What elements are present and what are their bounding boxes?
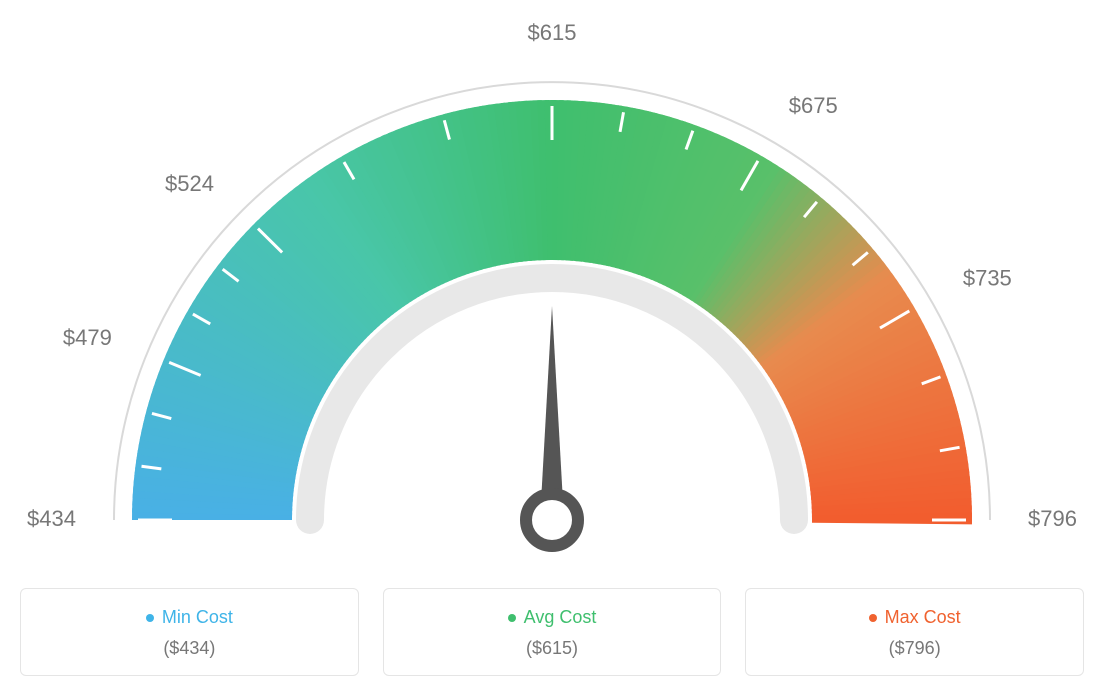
legend-title: Max Cost [869, 607, 961, 628]
tick-label: $615 [528, 20, 577, 45]
legend-value: ($615) [394, 638, 711, 659]
legend-title: Avg Cost [508, 607, 597, 628]
legend-card-min: Min Cost ($434) [20, 588, 359, 676]
tick-label: $796 [1028, 506, 1077, 531]
tick-label: $675 [789, 93, 838, 118]
legend-card-max: Max Cost ($796) [745, 588, 1084, 676]
tick-label: $434 [27, 506, 76, 531]
tick-label: $735 [963, 266, 1012, 291]
legend-value: ($434) [31, 638, 348, 659]
legend-title: Min Cost [146, 607, 233, 628]
needle [540, 306, 564, 520]
tick-label: $479 [63, 325, 112, 350]
gauge-svg: $434 $479 $524 $615 $675 $735 $796 [20, 20, 1084, 580]
needle-hub [526, 494, 578, 546]
legend-dot-icon [146, 614, 154, 622]
legend-dot-icon [869, 614, 877, 622]
legend-label: Max Cost [885, 607, 961, 628]
legend-label: Avg Cost [524, 607, 597, 628]
legend-label: Min Cost [162, 607, 233, 628]
legend-row: Min Cost ($434) Avg Cost ($615) Max Cost ($79… [20, 588, 1084, 676]
gauge-chart: $434 $479 $524 $615 $675 $735 $796 [20, 20, 1084, 580]
legend-card-avg: Avg Cost ($615) [383, 588, 722, 676]
legend-value: ($796) [756, 638, 1073, 659]
tick-label: $524 [165, 171, 214, 196]
legend-dot-icon [508, 614, 516, 622]
